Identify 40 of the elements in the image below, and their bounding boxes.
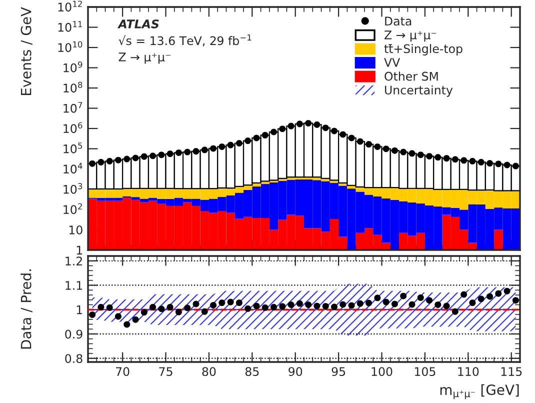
legend-label: tt̄+Single-top xyxy=(384,44,462,56)
y-tick-label: 0.9 xyxy=(65,330,82,339)
y-tick-label: 10$^{3}$ xyxy=(64,182,82,194)
x-tick-label: 75 xyxy=(159,367,172,376)
annotation: √s = 13.6 TeV, 29 fb$^{−1}$ xyxy=(118,34,252,46)
x-tick-label: 105 xyxy=(414,367,436,376)
annotation: ATLAS xyxy=(117,19,159,28)
x-tick-label: 85 xyxy=(245,367,259,376)
annotation: Z → μ⁺μ⁻ xyxy=(118,52,170,64)
text: Uncertainty xyxy=(385,85,453,97)
x-tick-label: 80 xyxy=(202,367,216,376)
legend-label: Data xyxy=(385,16,412,26)
y-tick-label: 10$^{2}$ xyxy=(64,203,82,214)
legend-label: Z → μ⁺μ⁻ xyxy=(384,30,436,42)
y-axis-title: Data / Pred. xyxy=(20,270,32,349)
x-tick-label: 90 xyxy=(288,367,302,376)
x-axis-title: m$_{μ⁺μ⁻}$ [GeV] xyxy=(440,384,519,400)
y-tick-label: 10$^{10}$ xyxy=(58,41,82,52)
x-tick-label: 100 xyxy=(372,367,392,376)
x-tick-label: 110 xyxy=(458,367,479,376)
y-tick-label: 1.2 xyxy=(66,256,82,266)
y-tick-label: 10$^{8}$ xyxy=(64,82,82,93)
y-tick-label: 1.1 xyxy=(66,281,82,290)
x-tick-label: 115 xyxy=(501,367,522,376)
y-axis-title: Events / GeV xyxy=(20,7,32,95)
x-tick-label: 95 xyxy=(332,367,346,376)
y-tick-label: 10$^{6}$ xyxy=(64,122,82,134)
y-tick-label: 10$^{5}$ xyxy=(64,142,82,154)
y-tick-label: 10$^{9}$ xyxy=(64,61,82,72)
y-tick-label: 1 xyxy=(76,246,82,254)
y-tick-label: 10$^{4}$ xyxy=(64,162,82,174)
y-tick-label: 10$^{11}$ xyxy=(58,21,82,32)
legend-label: Other SM xyxy=(384,72,438,81)
x-tick-label: 70 xyxy=(116,367,130,376)
y-tick-label: 10$^{12}$ xyxy=(58,0,82,12)
y-tick-label: 10$^{7}$ xyxy=(64,102,82,113)
y-tick-label: 10 xyxy=(69,225,82,234)
y-tick-label: 0.8 xyxy=(65,354,82,363)
y-tick-label: 1 xyxy=(76,305,82,314)
legend-label: VV xyxy=(384,58,400,67)
